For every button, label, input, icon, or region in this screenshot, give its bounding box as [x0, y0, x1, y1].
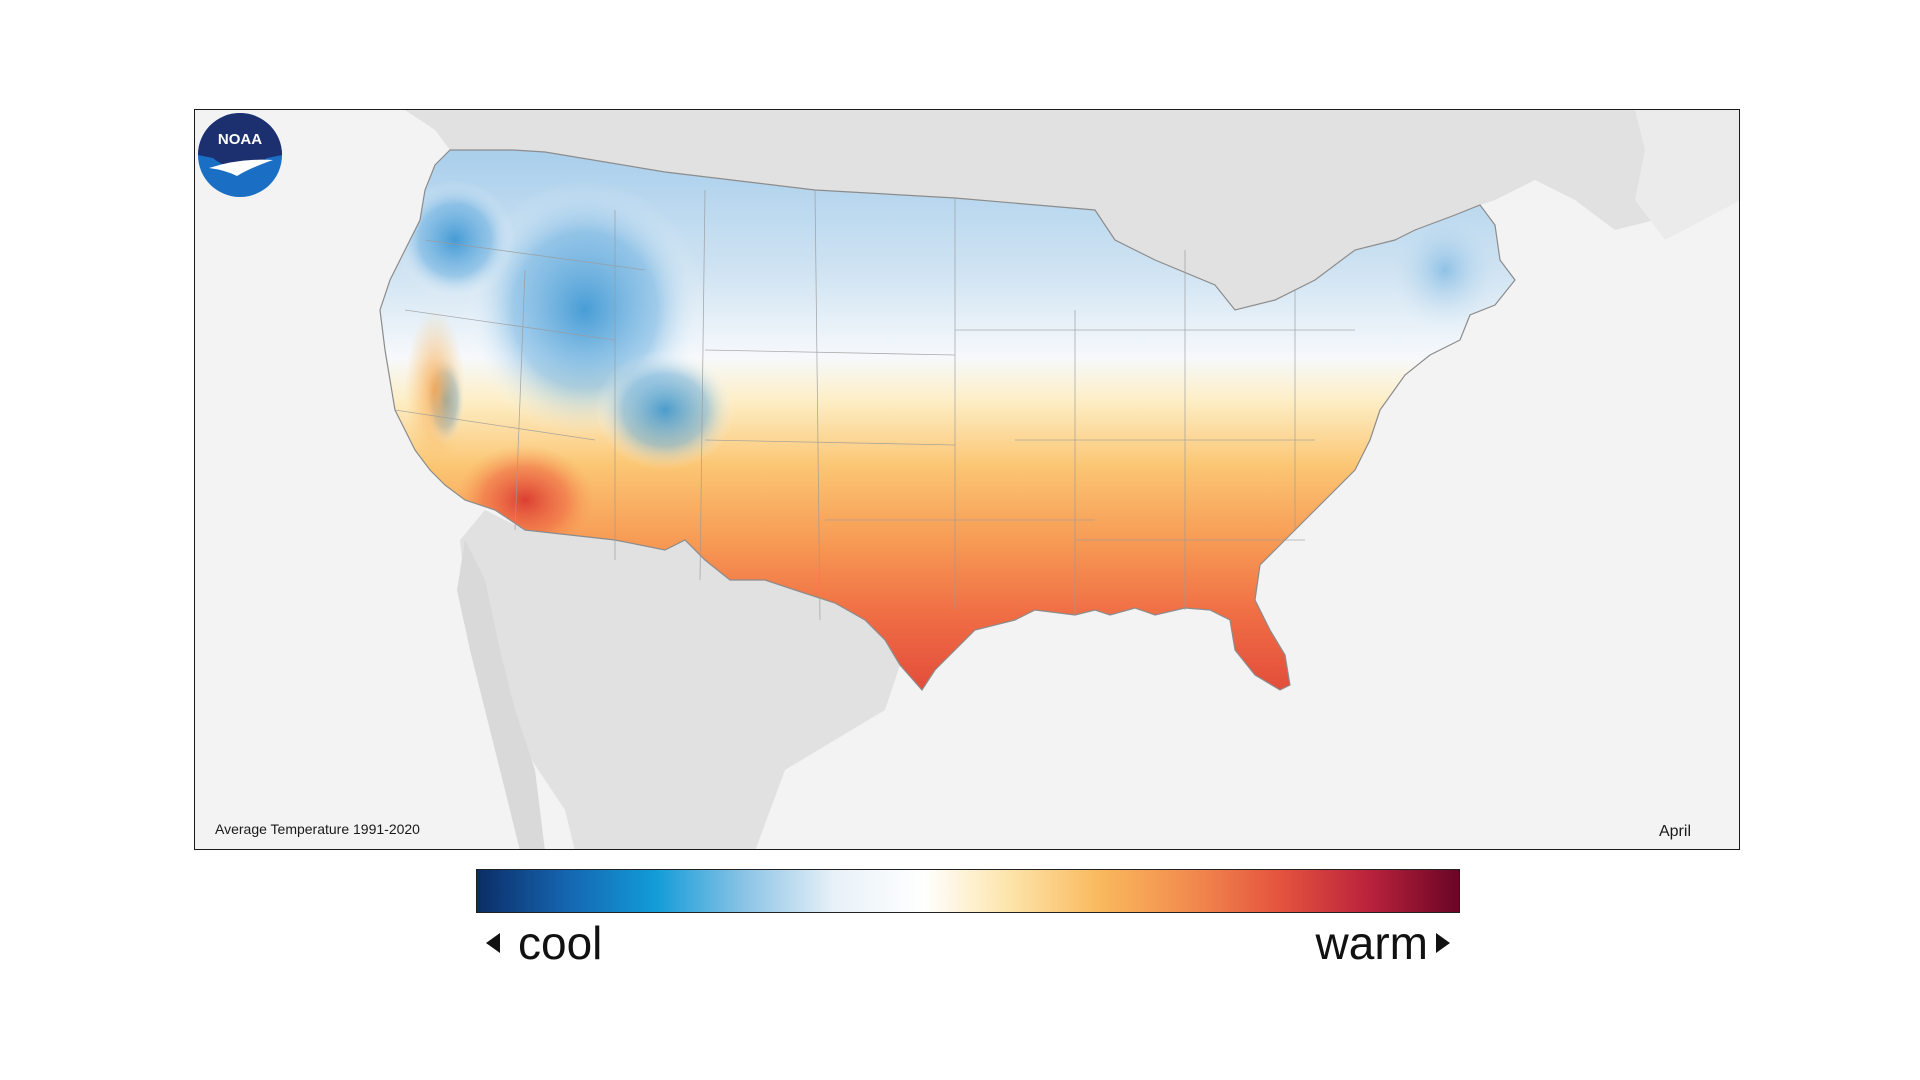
baja-peninsula: [457, 540, 545, 849]
state-boundaries: [394, 189, 1355, 621]
legend-cool-label: cool: [518, 917, 603, 969]
noaa-logo: NOAA: [198, 113, 282, 197]
map-caption: Average Temperature 1991-2020: [215, 821, 420, 837]
mexico-land: [460, 510, 900, 849]
legend-cool: cool: [486, 917, 602, 969]
svg-text:NOAA: NOAA: [218, 131, 262, 148]
legend-warm-label: warm: [1315, 917, 1428, 969]
legend-warm: warm: [1316, 917, 1450, 969]
right-arrow-icon: [1436, 933, 1450, 953]
month-label: April: [1658, 823, 1691, 840]
canada-land: [405, 110, 1739, 310]
left-arrow-icon: [486, 933, 500, 953]
color-legend: cool warm: [476, 869, 1460, 969]
canada-east-land: [1635, 110, 1739, 240]
map-panel: NOAA Average Temperature 1991-2020 April: [194, 109, 1740, 850]
legend-color-bar: [476, 869, 1460, 913]
temperature-map: [379, 110, 1739, 849]
us-temperature-field: [380, 150, 1515, 690]
